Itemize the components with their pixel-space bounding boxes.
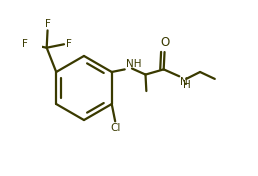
Text: N: N (180, 77, 188, 87)
Text: F: F (45, 19, 51, 29)
Text: NH: NH (126, 58, 141, 68)
Text: H: H (183, 80, 191, 90)
Text: O: O (160, 36, 169, 49)
Text: Cl: Cl (110, 123, 120, 133)
Text: F: F (22, 39, 28, 49)
Text: F: F (66, 39, 72, 49)
